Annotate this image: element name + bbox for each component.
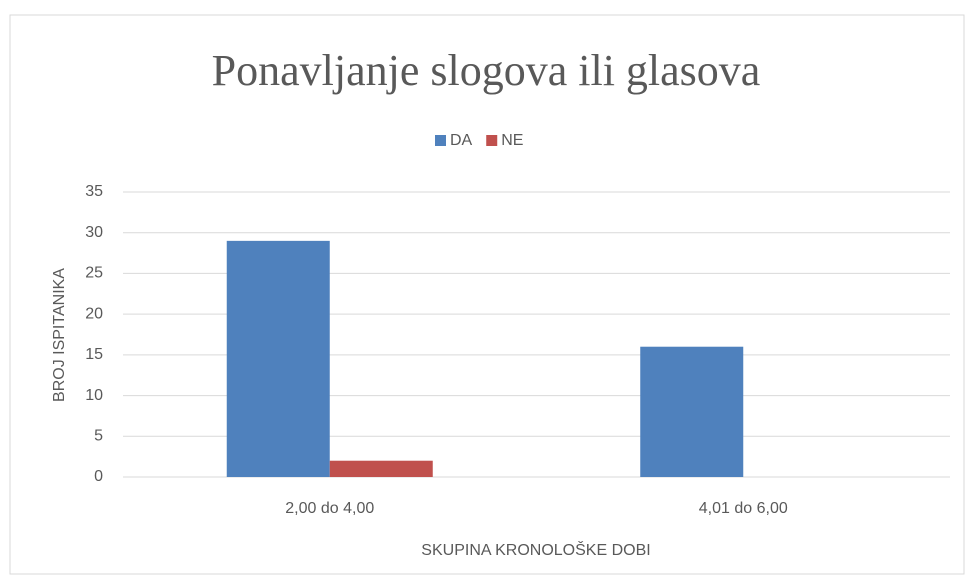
bar xyxy=(640,346,744,477)
bar xyxy=(226,240,330,477)
legend-label: DA xyxy=(450,132,473,149)
y-tick-label: 10 xyxy=(85,387,103,404)
y-tick-label: 0 xyxy=(94,468,103,485)
y-tick-label: 5 xyxy=(94,428,103,445)
x-tick-label: 4,01 do 6,00 xyxy=(699,500,788,517)
x-tick-label: 2,00 do 4,00 xyxy=(285,500,374,517)
y-tick-label: 35 xyxy=(85,183,103,200)
y-tick-label: 30 xyxy=(85,224,103,241)
chart-frame xyxy=(9,14,965,575)
y-tick-label: 20 xyxy=(85,305,103,322)
y-tick-label: 25 xyxy=(85,265,103,282)
bar xyxy=(329,460,433,477)
legend-swatch xyxy=(486,135,498,146)
y-axis-label: BROJ ISPITANIKA xyxy=(51,268,68,402)
chart-title: Ponavljanje slogova ili glasova xyxy=(212,46,761,95)
x-axis-label: SKUPINA KRONOLOŠKE DOBI xyxy=(421,540,650,559)
y-tick-label: 15 xyxy=(85,346,103,363)
legend-swatch xyxy=(435,135,446,146)
legend-label: NE xyxy=(501,132,523,149)
